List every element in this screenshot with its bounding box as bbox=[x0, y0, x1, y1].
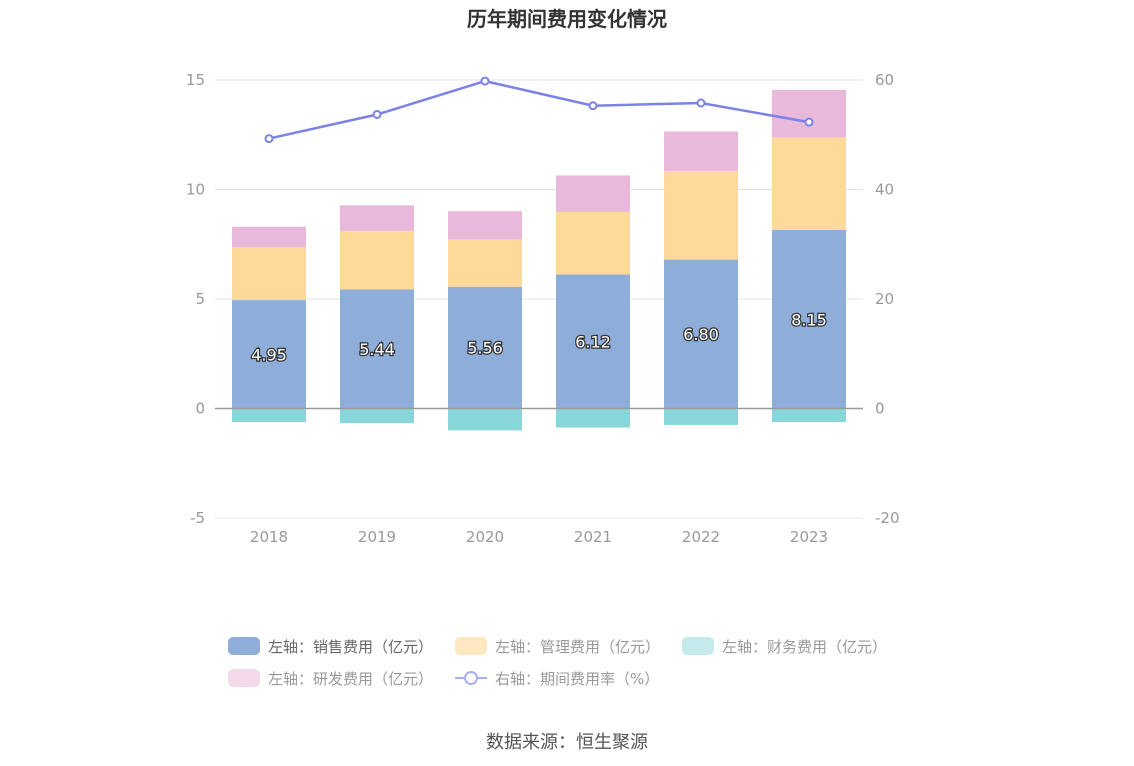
rate-polyline bbox=[268, 79, 810, 140]
legend-row-2: 左轴：研发费用（亿元） 右轴：期间费用率（%） bbox=[228, 662, 928, 694]
x-tick-label: 2018 bbox=[250, 528, 288, 546]
bar-segment-s0-2019[interactable] bbox=[340, 289, 414, 409]
y-left-tick-label: 0 bbox=[195, 400, 205, 418]
bar-segment-s2-2021[interactable] bbox=[556, 408, 630, 428]
y-left-tick-label: -5 bbox=[190, 509, 205, 527]
bar-segment-s3-2019[interactable] bbox=[340, 205, 414, 231]
rate-line bbox=[264, 76, 814, 144]
y-right-tick-label: 40 bbox=[875, 181, 894, 199]
bar-segment-s2-2019[interactable] bbox=[340, 408, 414, 423]
bar-segment-s0-2021[interactable] bbox=[556, 274, 630, 409]
legend-label-admin: 左轴：管理费用（亿元） bbox=[495, 637, 661, 656]
legend-item-sales[interactable]: 左轴：销售费用（亿元） bbox=[228, 636, 433, 657]
bar-segment-s3-2022[interactable] bbox=[664, 131, 738, 171]
rate-point[interactable] bbox=[264, 134, 274, 144]
bar-segment-s2-2018[interactable] bbox=[232, 408, 306, 423]
bar-data-label: 4.95 bbox=[251, 345, 287, 364]
bar-segment-s2-2023[interactable] bbox=[772, 408, 846, 423]
legend-label-sales: 左轴：销售费用（亿元） bbox=[268, 637, 434, 656]
y-left-tick-label: 10 bbox=[186, 181, 205, 199]
legend-row-1: 左轴：销售费用（亿元） 左轴：管理费用（亿元） 左轴：财务费用（亿元） bbox=[228, 630, 928, 662]
bar-data-label: 5.56 bbox=[467, 339, 503, 358]
data-source: 数据来源：恒生聚源 bbox=[486, 732, 648, 753]
rate-point[interactable] bbox=[372, 109, 382, 119]
rate-point[interactable] bbox=[696, 98, 706, 108]
x-tick-label: 2019 bbox=[358, 528, 396, 546]
bar-segment-s1-2019[interactable] bbox=[340, 230, 414, 290]
bar-segment-s3-2018[interactable] bbox=[232, 226, 306, 248]
y-right-tick-label: 60 bbox=[875, 71, 894, 89]
legend-label-rate: 右轴：期间费用率（%） bbox=[495, 669, 660, 688]
rate-point[interactable] bbox=[480, 76, 490, 86]
bar-segment-s1-2023[interactable] bbox=[772, 137, 846, 231]
bar-segment-s0-2022[interactable] bbox=[664, 259, 738, 409]
legend-swatch-finance bbox=[682, 637, 715, 655]
legend-item-rate[interactable]: 右轴：期间费用率（%） bbox=[455, 668, 659, 689]
bar-segment-s0-2018[interactable] bbox=[232, 300, 306, 409]
bar-segment-s1-2021[interactable] bbox=[556, 212, 630, 275]
bar-data-label: 8.15 bbox=[791, 310, 827, 329]
bar-segment-s3-2021[interactable] bbox=[556, 175, 630, 213]
legend-label-finance: 左轴：财务费用（亿元） bbox=[722, 637, 888, 656]
legend-swatch-sales bbox=[228, 637, 260, 655]
bar-segment-s2-2022[interactable] bbox=[664, 408, 738, 425]
y-left-tick-label: 15 bbox=[186, 71, 205, 89]
bar-data-label: 6.80 bbox=[683, 325, 719, 344]
rate-point[interactable] bbox=[804, 117, 814, 127]
x-tick-label: 2023 bbox=[790, 528, 828, 546]
rate-point[interactable] bbox=[588, 101, 598, 111]
y-left-tick-label: 5 bbox=[195, 290, 205, 308]
bar-segment-s0-2023[interactable] bbox=[772, 230, 846, 409]
legend-item-rnd[interactable]: 左轴：研发费用（亿元） bbox=[228, 668, 433, 689]
x-tick-label: 2022 bbox=[682, 528, 720, 546]
legend-line-rate-icon bbox=[455, 669, 488, 687]
y-right-tick-label: 20 bbox=[875, 290, 894, 308]
y-right-tick-label: -20 bbox=[875, 509, 900, 527]
legend-swatch-admin bbox=[455, 637, 488, 655]
bar-data-label: 6.12 bbox=[575, 332, 611, 351]
bars bbox=[232, 89, 846, 431]
bar-segment-s3-2020[interactable] bbox=[448, 211, 522, 239]
bar-segment-s1-2022[interactable] bbox=[664, 170, 738, 260]
bar-data-label: 5.44 bbox=[359, 340, 395, 359]
bar-segment-s1-2018[interactable] bbox=[232, 247, 306, 301]
bar-segment-s3-2023[interactable] bbox=[772, 89, 846, 138]
bar-labels: 4.95 5.44 5.56 6.12 6.80 8.15 bbox=[250, 309, 828, 366]
axes: -5 0 5 10 15 -20 0 20 40 60 2018 2019 2020 2021 2022 20… bbox=[186, 71, 900, 546]
legend-swatch-rnd bbox=[228, 669, 260, 687]
legend-label-rnd: 左轴：研发费用（亿元） bbox=[268, 669, 434, 688]
legend-item-finance[interactable]: 左轴：财务费用（亿元） bbox=[682, 636, 887, 657]
x-tick-label: 2020 bbox=[466, 528, 504, 546]
bar-segment-s1-2020[interactable] bbox=[448, 238, 522, 287]
legend: 左轴：销售费用（亿元） 左轴：管理费用（亿元） 左轴：财务费用（亿元） 左轴：研… bbox=[228, 630, 928, 694]
x-tick-label: 2021 bbox=[574, 528, 612, 546]
legend-item-admin[interactable]: 左轴：管理费用（亿元） bbox=[455, 636, 660, 657]
bar-segment-s2-2020[interactable] bbox=[448, 408, 522, 431]
grid bbox=[215, 79, 863, 519]
y-right-tick-label: 0 bbox=[875, 400, 885, 418]
chart-title: 历年期间费用变化情况 bbox=[467, 7, 667, 31]
bar-segment-s0-2020[interactable] bbox=[448, 286, 522, 409]
